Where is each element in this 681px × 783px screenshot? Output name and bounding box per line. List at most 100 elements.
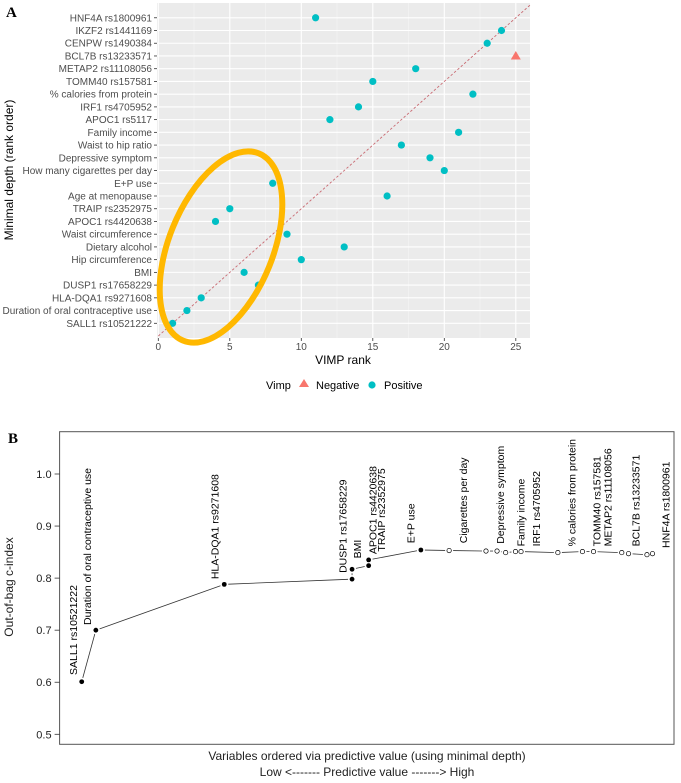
y-tick-label: 0.5	[36, 729, 51, 741]
panel-a-scatter: SALL1 rs10521222 Duration of oral contrac…	[2, 3, 531, 392]
x-tick-label: 15	[367, 342, 379, 353]
filled-point	[93, 627, 99, 633]
y-tick-label: Depressive symptom	[59, 153, 152, 164]
y-tick-label: SALL1 rs10521222	[66, 319, 152, 330]
y-tick-label: 0.8	[36, 573, 51, 585]
variable-label: TRAIP rs2352975	[376, 468, 388, 551]
filled-point	[349, 566, 355, 572]
positive-point	[169, 319, 177, 327]
positive-point	[297, 256, 305, 264]
open-point	[503, 550, 509, 556]
positive-point	[269, 179, 277, 187]
variable-label: HLA-DQA1 rs9271608	[210, 474, 222, 579]
c-index-line-segment	[632, 553, 643, 555]
y-tick-label: 0.9	[36, 521, 51, 533]
y-tick-label: Waist circumference	[62, 230, 153, 241]
y-tick-label: Waist to hip ratio	[78, 141, 153, 152]
y-tick-label: BCL7B rs13233571	[65, 51, 153, 62]
open-point	[625, 551, 632, 557]
x-tick-label: 0	[156, 342, 162, 353]
legend-negative-label: Negative	[316, 380, 359, 392]
positive-point	[183, 306, 191, 315]
positive-point	[455, 128, 463, 136]
variable-label: E+P use	[406, 503, 418, 543]
y-tick-label: METAP2 rs11108056	[59, 64, 153, 75]
positive-point	[469, 90, 477, 98]
y-tick-label: Family income	[88, 128, 153, 139]
variable-label: Depressive symptom	[495, 445, 507, 543]
positive-point	[426, 154, 434, 162]
variable-label: BMI	[352, 540, 364, 559]
open-point	[512, 549, 519, 555]
open-point	[494, 548, 500, 554]
positive-point	[440, 166, 448, 175]
variable-label: SALL1 rs10521222	[68, 585, 80, 675]
filled-point	[221, 581, 227, 587]
variable-label: HNF4A rs1800961	[661, 461, 673, 548]
positive-point	[369, 77, 377, 86]
open-point	[590, 549, 597, 555]
positive-point	[383, 192, 391, 200]
y-tick-label: 0.7	[36, 625, 51, 637]
y-tick-label: CENPW rs1490384	[65, 39, 153, 50]
variable-label: Family income	[516, 479, 528, 547]
c-index-line-segment	[355, 566, 365, 569]
x-axis-subtitle: Low <------- Predictive value -------> H…	[260, 765, 475, 779]
highlight-ellipse	[156, 148, 286, 346]
positive-point	[240, 268, 248, 276]
negative-point	[510, 50, 521, 60]
open-point	[644, 552, 650, 558]
x-tick-label: 20	[439, 342, 451, 353]
panel-b-letter: B	[8, 431, 18, 447]
legend-triangle-icon	[299, 379, 309, 387]
c-index-line-segment	[597, 551, 618, 553]
reference-line-y-equals-x	[158, 4, 531, 337]
open-point	[619, 550, 625, 556]
x-tick-label: 25	[510, 342, 522, 353]
positive-point	[412, 65, 420, 73]
y-tick-label: BMI	[134, 268, 152, 279]
x-tick-label: 10	[296, 342, 308, 353]
positive-point	[497, 26, 506, 35]
y-tick-label: % calories from protein	[50, 90, 152, 101]
y-tick-label: 0.6	[36, 677, 51, 689]
c-index-line-segment	[525, 551, 554, 553]
positive-point	[397, 141, 405, 149]
open-point	[579, 549, 586, 555]
positive-point	[211, 217, 220, 226]
filled-point	[418, 547, 424, 553]
y-tick-label: How many cigarettes per day	[22, 166, 152, 177]
variable-label: Cigarettes per day	[458, 457, 470, 544]
y-tick-label: Age at menopause	[68, 192, 152, 203]
positive-point	[483, 39, 491, 47]
positive-point	[283, 230, 291, 238]
y-tick-label: DUSP1 rs17658229	[63, 281, 152, 292]
y-axis-title: Out-of-bag c-index	[2, 537, 16, 636]
y-tick-label: Duration of oral contraceptive use	[2, 306, 152, 317]
variable-label: DUSP1 rs17658229	[338, 479, 350, 573]
y-tick-label: APOC1 rs5117	[85, 115, 152, 126]
positive-point	[340, 243, 348, 251]
y-tick-label: Hip circumference	[71, 255, 152, 266]
open-point	[649, 551, 656, 557]
variable-label: IRF1 rs4705952	[531, 471, 543, 546]
variable-label: METAP2 rs11108056	[602, 448, 614, 546]
y-tick-label: HNF4A rs1800961	[70, 13, 153, 24]
open-point	[483, 548, 489, 554]
y-tick-label: 1.0	[36, 469, 51, 481]
y-tick-label: APOC1 rs4420638	[68, 217, 152, 228]
y-tick-label: TOMM40 rs157581	[66, 77, 152, 88]
open-point	[555, 550, 561, 556]
positive-point	[326, 116, 334, 124]
y-tick-label: TRAIP rs2352975	[73, 204, 153, 215]
y-tick-label: HLA-DQA1 rs9271608	[52, 293, 152, 304]
y-tick-label: Dietary alcohol	[86, 242, 152, 253]
variable-label: % calories from protein	[567, 439, 579, 547]
open-point	[518, 549, 524, 555]
variable-label: Duration of oral contraceptive use	[82, 468, 94, 625]
legend-circle-icon	[368, 381, 376, 389]
x-tick-label: 5	[227, 342, 233, 353]
c-index-line-segment	[372, 550, 418, 560]
positive-point	[226, 205, 234, 213]
